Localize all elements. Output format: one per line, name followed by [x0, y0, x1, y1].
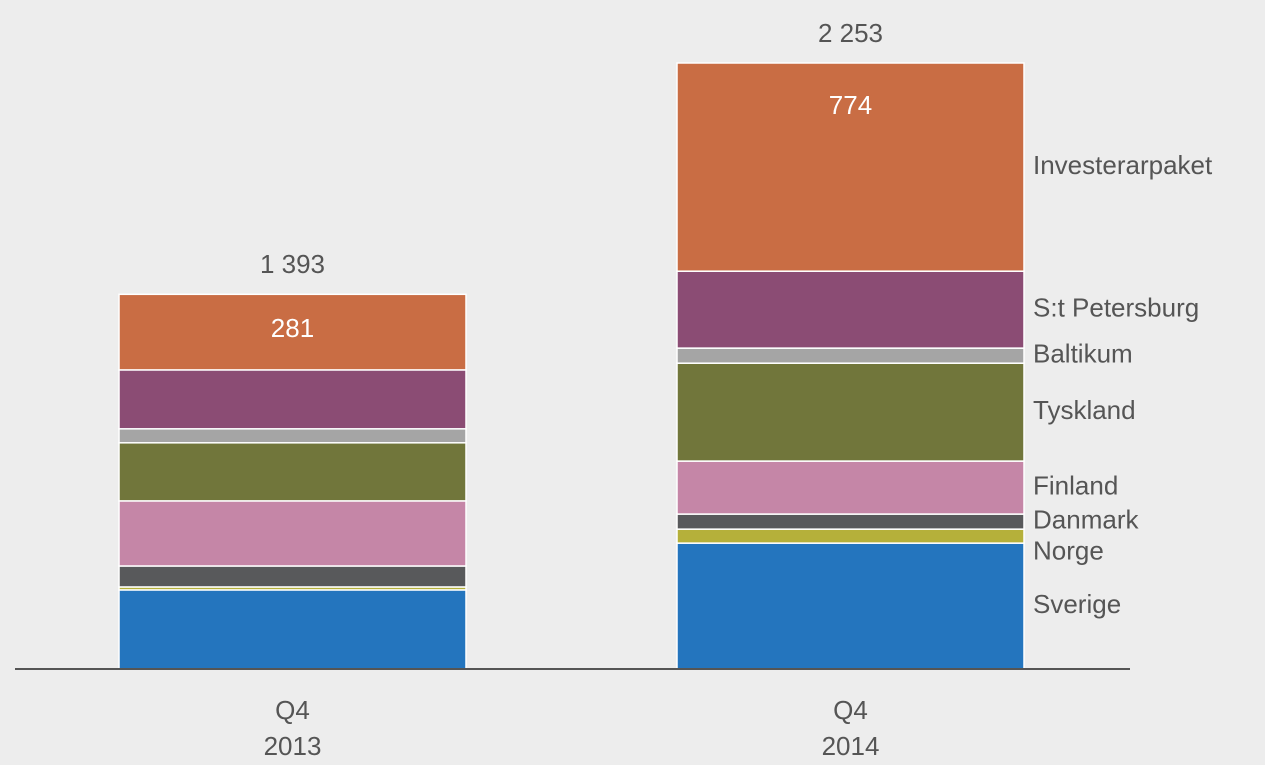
- bar-segment: [676, 528, 1025, 544]
- bar-segment: [118, 369, 467, 430]
- x-tick-label: 2013: [264, 731, 322, 761]
- bar-segment: [676, 62, 1025, 272]
- bar-segment: [676, 362, 1025, 462]
- bar-segment: [118, 428, 467, 444]
- legend-label: Norge: [1033, 535, 1104, 565]
- legend-label: Danmark: [1033, 504, 1139, 534]
- bar-segment: [118, 500, 467, 567]
- bar-segment: [676, 347, 1025, 364]
- x-tick-label: Q4: [833, 695, 868, 725]
- bar-segment: [118, 442, 467, 502]
- x-tick-label: Q4: [275, 695, 310, 725]
- legend-label: Sverige: [1033, 589, 1121, 619]
- legend-label: Baltikum: [1033, 339, 1133, 369]
- bar-segment: [118, 293, 467, 371]
- legend-label: S:t Petersburg: [1033, 293, 1199, 323]
- legend-label: Tyskland: [1033, 395, 1136, 425]
- bar-segment: [676, 270, 1025, 349]
- total-label: 1 393: [260, 249, 325, 279]
- bar-segment: [118, 565, 467, 588]
- bar-segment: [118, 589, 467, 670]
- legend-label: Finland: [1033, 470, 1118, 500]
- data-label: 774: [829, 90, 872, 120]
- data-label: 281: [271, 313, 314, 343]
- bar-segment: [676, 460, 1025, 515]
- legend-label: Investerarpaket: [1033, 150, 1213, 180]
- bar-segment: [676, 513, 1025, 530]
- bar-segment: [676, 542, 1025, 670]
- x-tick-label: 2014: [822, 731, 880, 761]
- total-label: 2 253: [818, 18, 883, 48]
